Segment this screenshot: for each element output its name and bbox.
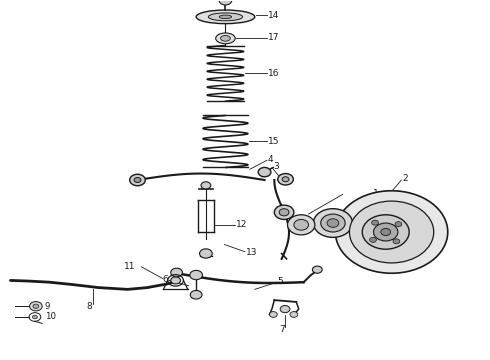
Circle shape	[280, 306, 290, 313]
Text: 10: 10	[45, 312, 56, 321]
Circle shape	[321, 214, 345, 232]
Circle shape	[335, 191, 448, 273]
Text: 12: 12	[236, 220, 247, 229]
Circle shape	[33, 304, 39, 309]
Circle shape	[369, 237, 376, 242]
Text: 9: 9	[45, 302, 50, 311]
Text: 13: 13	[246, 248, 257, 257]
Text: 2: 2	[402, 175, 408, 184]
Ellipse shape	[208, 13, 243, 21]
Circle shape	[381, 228, 391, 235]
Text: 11: 11	[124, 262, 136, 271]
Circle shape	[199, 249, 212, 258]
Circle shape	[130, 174, 146, 186]
Ellipse shape	[220, 36, 230, 41]
Circle shape	[279, 209, 289, 216]
Text: 1: 1	[373, 189, 379, 198]
Circle shape	[32, 315, 37, 319]
Circle shape	[373, 223, 398, 241]
Circle shape	[219, 0, 232, 5]
Circle shape	[362, 215, 409, 249]
Circle shape	[258, 167, 271, 177]
Circle shape	[29, 302, 42, 311]
Text: 6: 6	[162, 275, 168, 284]
Circle shape	[274, 205, 294, 220]
Text: 8: 8	[86, 302, 92, 311]
Circle shape	[288, 215, 315, 235]
Circle shape	[171, 268, 182, 277]
Circle shape	[278, 174, 294, 185]
Text: 15: 15	[268, 137, 279, 146]
Circle shape	[282, 177, 289, 182]
Circle shape	[395, 222, 402, 227]
Circle shape	[294, 220, 309, 230]
Ellipse shape	[220, 15, 232, 19]
Circle shape	[190, 270, 202, 280]
Circle shape	[134, 177, 141, 183]
Text: 16: 16	[268, 69, 279, 78]
Text: 14: 14	[268, 10, 279, 19]
Circle shape	[327, 219, 339, 227]
Circle shape	[201, 182, 211, 189]
Text: 17: 17	[268, 33, 279, 42]
Ellipse shape	[196, 10, 255, 24]
Text: 5: 5	[278, 276, 284, 285]
Circle shape	[314, 209, 352, 237]
Circle shape	[190, 291, 202, 299]
Circle shape	[290, 312, 298, 318]
Ellipse shape	[216, 33, 235, 44]
Circle shape	[270, 312, 277, 318]
Text: 4: 4	[268, 155, 273, 164]
Circle shape	[171, 277, 180, 284]
Text: 7: 7	[279, 325, 285, 334]
Circle shape	[349, 201, 434, 263]
Circle shape	[313, 266, 322, 273]
Circle shape	[371, 220, 378, 225]
Text: 3: 3	[273, 162, 279, 171]
Circle shape	[393, 239, 400, 244]
